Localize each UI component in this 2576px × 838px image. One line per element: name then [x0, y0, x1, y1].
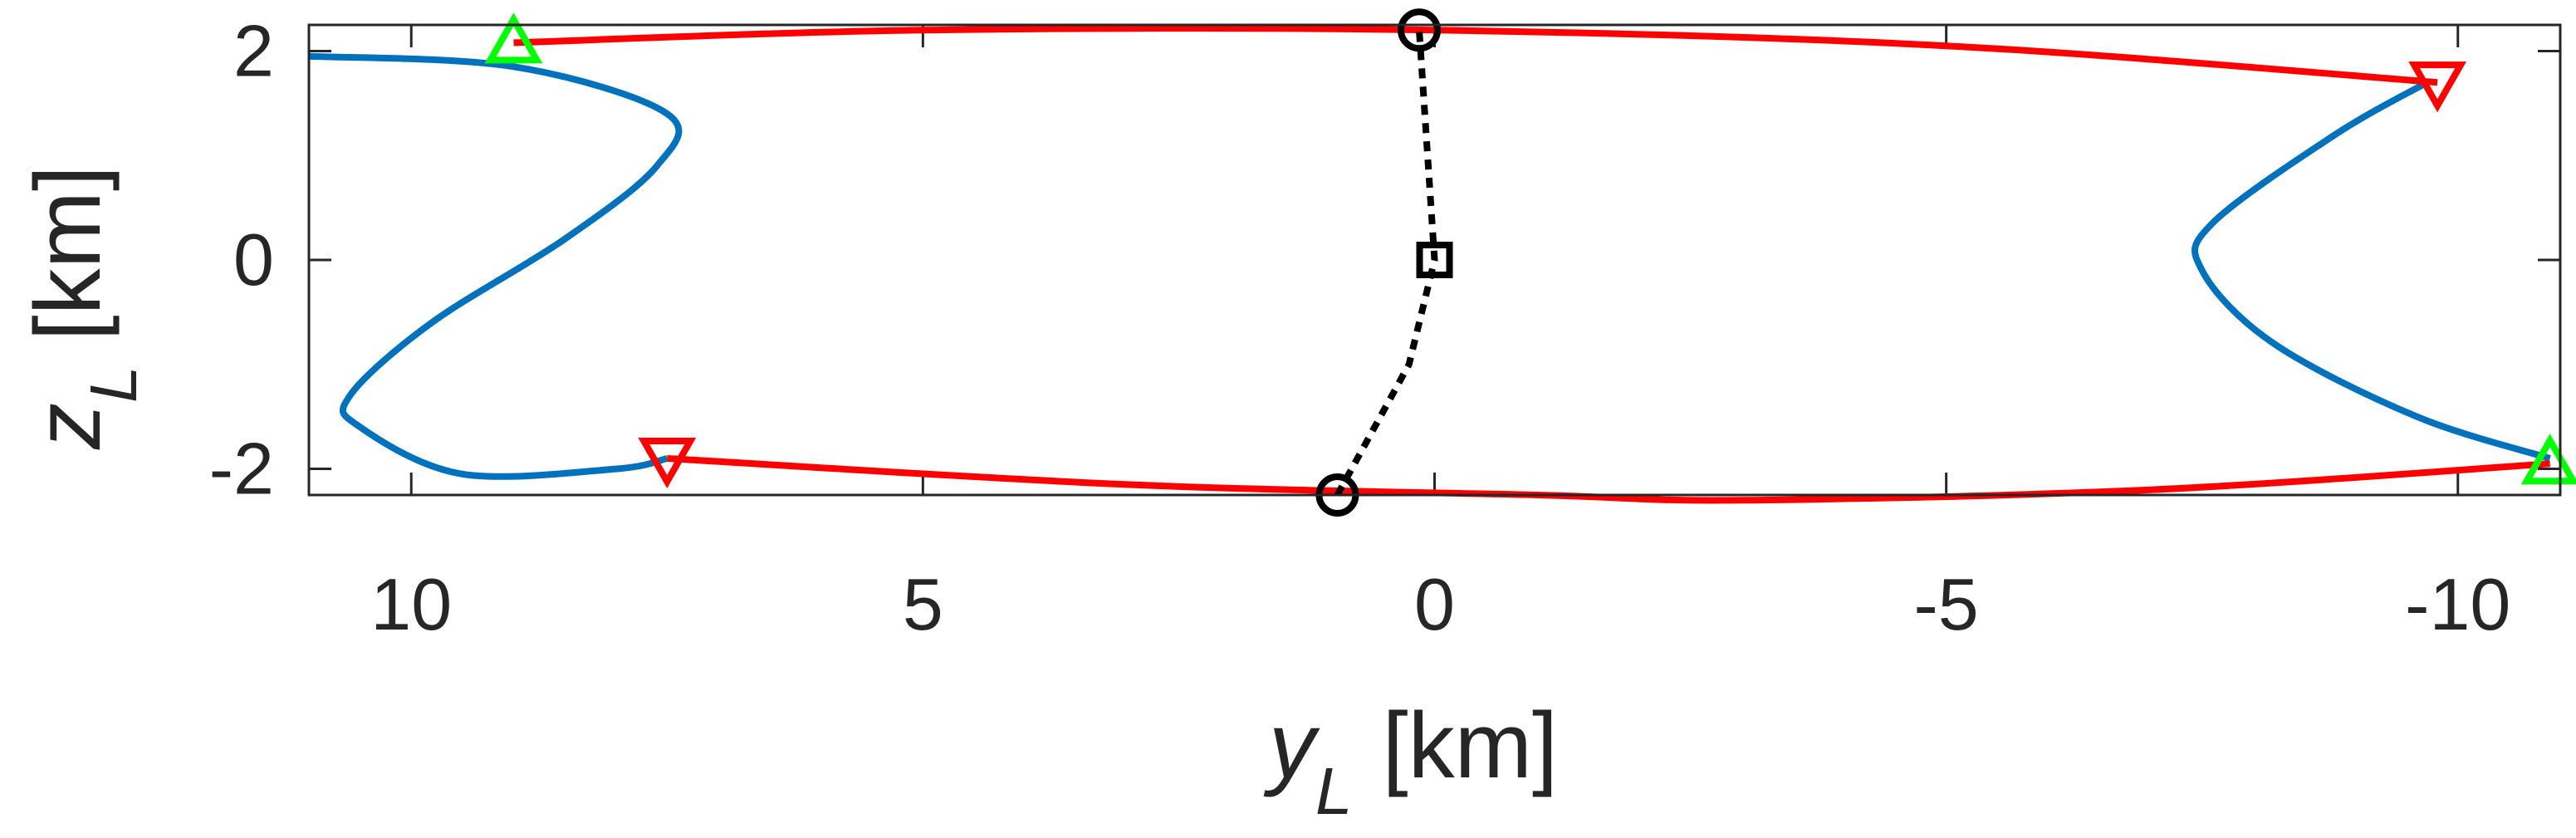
y-axis-label-group: zL [km]	[16, 165, 150, 450]
y-tick-labels: -2 0 2	[209, 9, 274, 509]
series-line-4	[667, 455, 2550, 504]
series-line-5	[1334, 30, 1438, 497]
x-tick-label: 5	[903, 563, 943, 645]
y-tick-label: 2	[233, 9, 274, 91]
triangle-up-marker	[484, 12, 543, 64]
series-line-1	[308, 52, 683, 480]
x-tick-label: -5	[1914, 563, 1979, 645]
tick-marks	[309, 25, 2560, 495]
y-tick-label: -2	[209, 428, 274, 510]
x-tick-label: 10	[370, 563, 452, 645]
triangle-down-marker	[638, 437, 697, 489]
x-tick-label: -10	[2405, 563, 2510, 645]
x-axis-label-var: y	[1263, 693, 1320, 797]
y-tick-label: 0	[233, 218, 274, 301]
triangle-up-marker	[2520, 434, 2576, 485]
plot-frame	[307, 23, 2562, 497]
y-axis-label-unit: [km]	[16, 165, 120, 341]
x-tick-labels: 10 5 0 -5 -10	[370, 563, 2510, 645]
triangle-down-marker	[2408, 61, 2467, 113]
y-axis-label-var: z	[16, 403, 120, 450]
x-axis-label: yL [km]	[1263, 693, 1558, 828]
x-tick-label: 0	[1414, 563, 1455, 645]
y-axis-label: zL [km]	[16, 165, 150, 450]
square-marker	[1416, 242, 1453, 278]
circle-marker	[1398, 8, 1442, 52]
y-axis-label-sub: L	[76, 366, 150, 404]
x-axis-label-sub: L	[1315, 754, 1353, 828]
series-line-2	[2191, 79, 2551, 462]
x-axis-label-unit: [km]	[1383, 693, 1559, 797]
